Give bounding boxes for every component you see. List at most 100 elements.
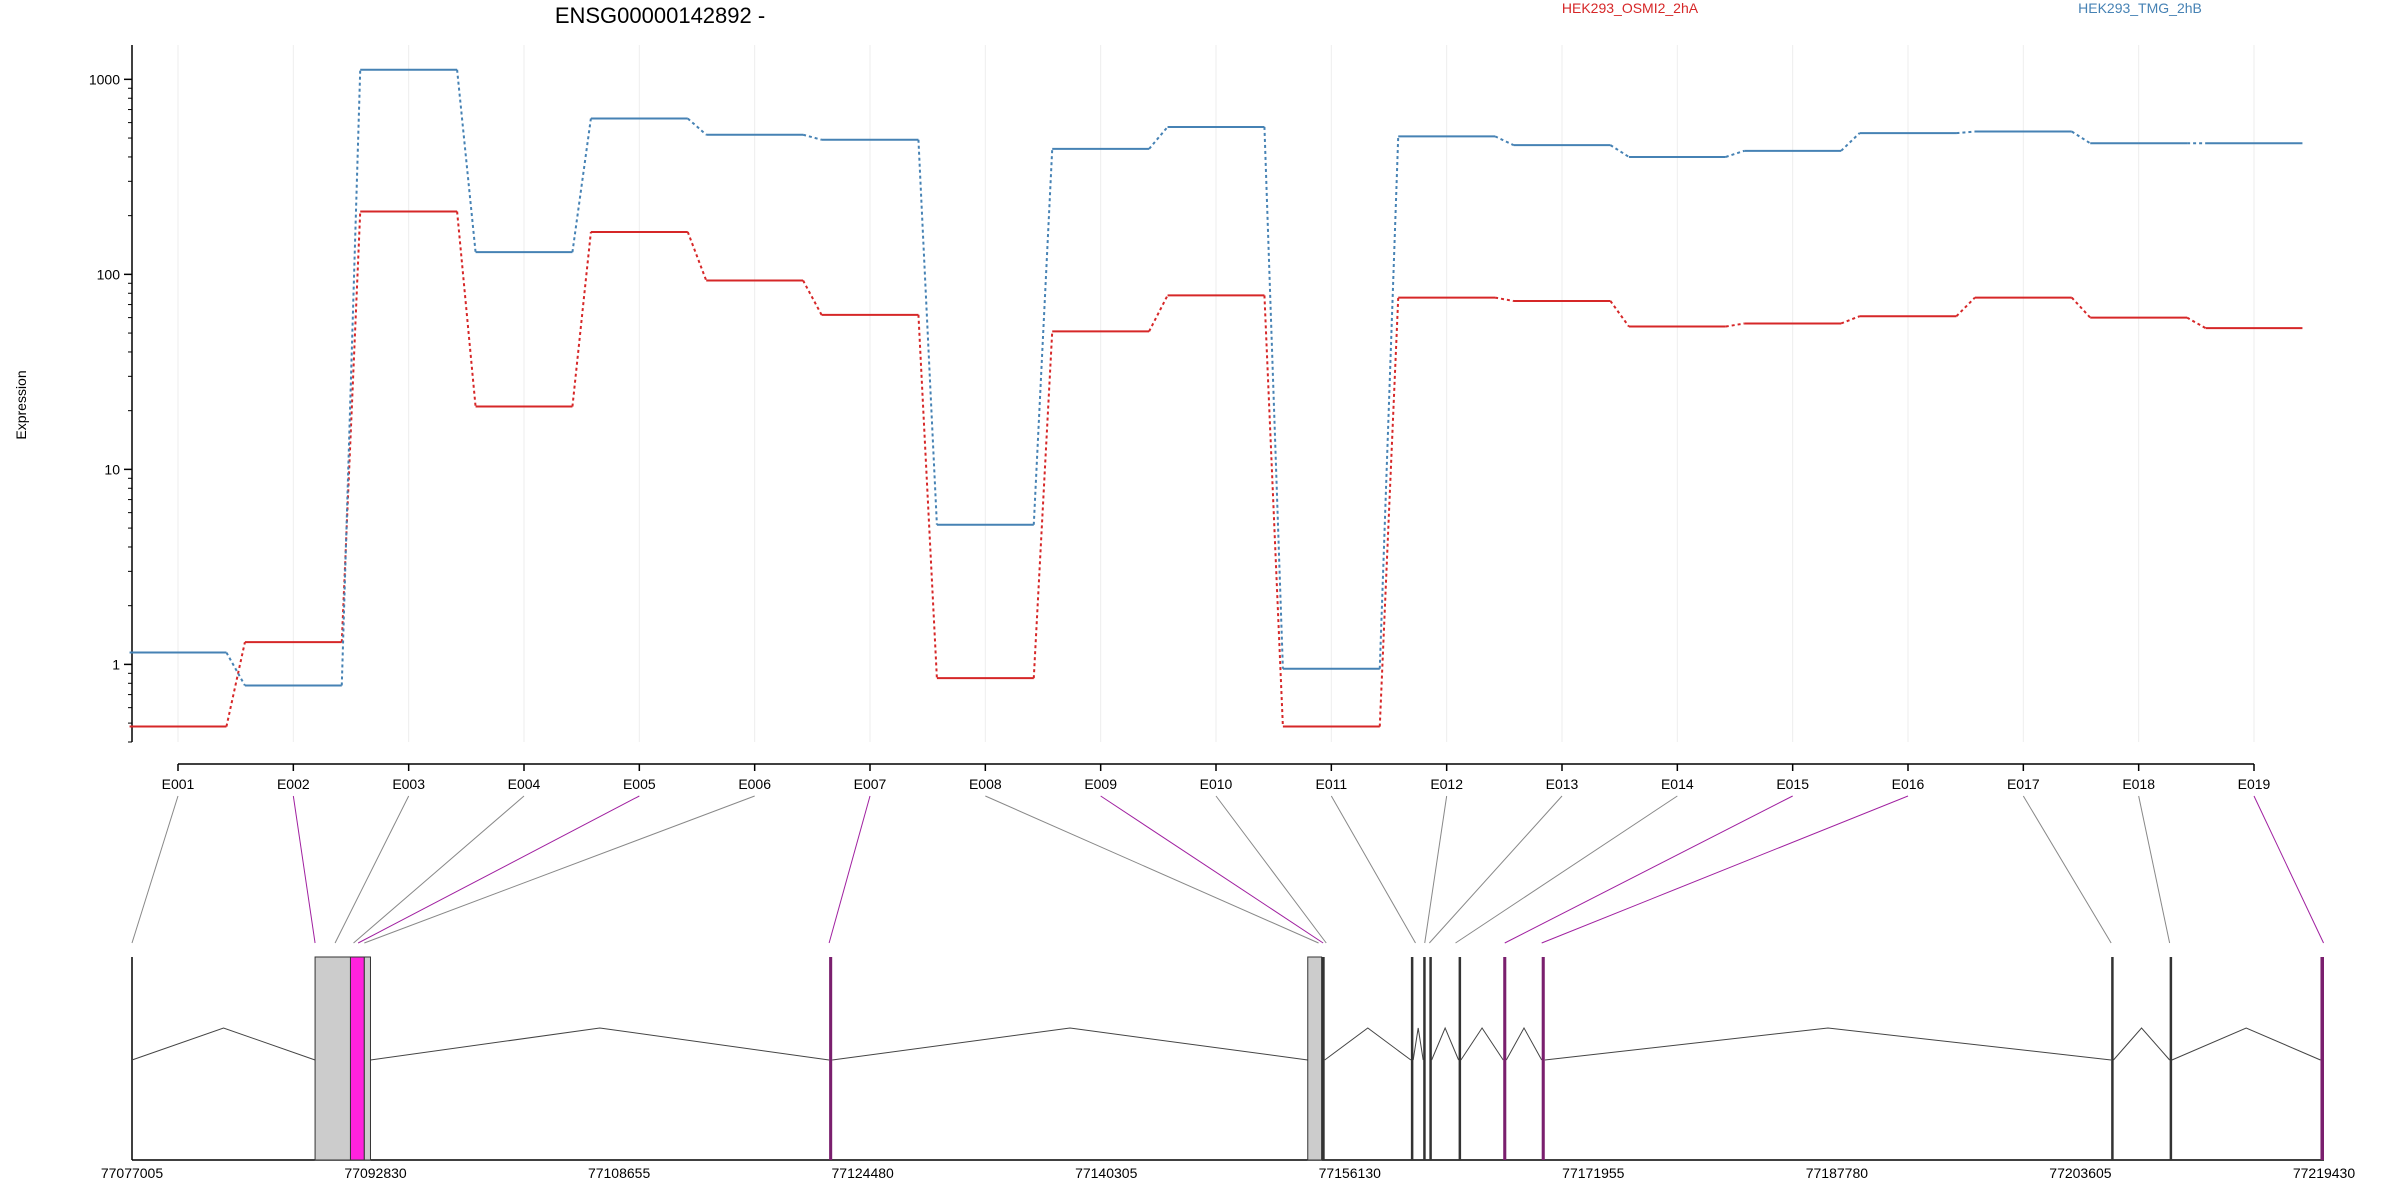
- exon-link-E005: [357, 795, 640, 944]
- data-connector: [1032, 331, 1054, 679]
- exon-block: [1458, 957, 1462, 1160]
- data-connector: [1032, 148, 1054, 525]
- x-tick-label: E015: [1776, 776, 1809, 792]
- chart-title: ENSG00000142892 -: [555, 3, 765, 28]
- data-connector: [917, 314, 938, 679]
- exon-link-E003: [334, 795, 410, 944]
- data-connector: [456, 69, 477, 253]
- x-tick-label: E010: [1200, 776, 1233, 792]
- exon-block: [1423, 957, 1426, 1160]
- exon-block: [363, 956, 371, 1161]
- exon-block: [2320, 957, 2324, 1160]
- exon-link-E010: [1215, 795, 1327, 944]
- data-connector: [1263, 126, 1284, 669]
- legend-label-series-1: HEK293_OSMI2_2hA: [1562, 0, 1699, 16]
- data-connector: [2071, 130, 2091, 145]
- exon-link-E017: [2022, 795, 2112, 944]
- x-tick-label: E007: [854, 776, 887, 792]
- exon-link-layer: [131, 795, 2324, 944]
- exon-link-E007: [828, 795, 871, 944]
- x-tick-label: E017: [2007, 776, 2040, 792]
- x-tick-label: E004: [508, 776, 541, 792]
- exon-link-E019: [2253, 795, 2324, 944]
- y-tick-label: 1: [112, 656, 120, 672]
- data-connector: [802, 133, 822, 141]
- exon-link-E006: [364, 795, 755, 944]
- intron: [1505, 1026, 1543, 1061]
- grid-layer: [177, 45, 2255, 742]
- intron: [1324, 1027, 1412, 1061]
- x-tick-label: E019: [2238, 776, 2271, 792]
- data-connector: [571, 231, 592, 407]
- legend-label-series-2: HEK293_TMG_2hB: [2078, 0, 2202, 16]
- data-connector: [1955, 296, 1976, 317]
- exon-block: [314, 956, 351, 1161]
- exon-link-E016: [1541, 795, 1909, 944]
- series-2: [129, 68, 2303, 687]
- exon-block: [2111, 957, 2114, 1160]
- y-tick-label: 1000: [89, 71, 120, 87]
- exon-link-E001: [131, 795, 179, 944]
- data-connector: [1725, 149, 1745, 158]
- exon-link-E011: [1330, 795, 1416, 944]
- x-tick-label: E014: [1661, 776, 1694, 792]
- exon-block: [1429, 957, 1432, 1160]
- data-connector: [1148, 294, 1169, 332]
- y-axis-label: Expression: [13, 370, 29, 439]
- exon-link-E015: [1504, 795, 1793, 944]
- data-connector: [340, 69, 362, 686]
- genome-tick-label: 77219430: [2293, 1165, 2356, 1181]
- exon-link-E004: [353, 795, 525, 944]
- data-connector: [1840, 132, 1861, 152]
- intron: [1431, 1026, 1460, 1061]
- series-layer: [129, 68, 2303, 728]
- data-connector: [802, 280, 823, 316]
- exon-link-E014: [1455, 795, 1678, 944]
- exon-link-E012: [1424, 795, 1448, 944]
- data-connector: [456, 211, 477, 407]
- data-connector: [225, 641, 246, 727]
- intron: [2113, 1027, 2171, 1061]
- x-tick-label: E002: [277, 776, 310, 792]
- y-tick-label: 100: [97, 266, 121, 282]
- x-tick-label: E008: [969, 776, 1002, 792]
- gene-model-layer: 77077005 77092830 77108655 77124480 77140305…: [101, 956, 2356, 1181]
- data-connector: [1263, 295, 1284, 727]
- text-layer: ENSG00000142892 - HEK293_OSMI2_2hA HEK29…: [13, 0, 2202, 440]
- genome-tick-label: 77203605: [2049, 1165, 2112, 1181]
- x-tick-label: E005: [623, 776, 656, 792]
- genome-tick-label: 77108655: [588, 1165, 651, 1181]
- genome-tick-label: 77140305: [1075, 1165, 1138, 1181]
- x-tick-label: E009: [1084, 776, 1117, 792]
- genome-tick-label: 77156130: [1319, 1165, 1382, 1181]
- exon-link-E002: [292, 795, 316, 944]
- exon-block: [829, 957, 833, 1160]
- data-connector: [1609, 144, 1630, 158]
- intron: [2171, 1027, 2321, 1061]
- y-tick-label: 10: [104, 461, 120, 477]
- exon-block: [1321, 957, 1325, 1160]
- data-connector: [1378, 136, 1400, 669]
- exon-block: [1503, 957, 1507, 1160]
- intron: [1412, 1027, 1424, 1061]
- data-connector: [1494, 296, 1514, 302]
- data-connector: [1609, 300, 1630, 328]
- data-connector: [225, 652, 246, 686]
- exon-block: [1410, 957, 1414, 1160]
- data-connector: [687, 117, 707, 136]
- data-connector: [2071, 296, 2091, 319]
- x-tick-label: E018: [2122, 776, 2155, 792]
- genome-tick-label: 77092830: [344, 1165, 407, 1181]
- data-connector: [1148, 126, 1169, 150]
- data-connector: [1840, 315, 1860, 325]
- x-tick-label: E003: [392, 776, 425, 792]
- exon-block: [349, 956, 365, 1161]
- genome-tick-label: 77124480: [832, 1165, 895, 1181]
- data-connector: [917, 139, 938, 525]
- exon-link-E008: [985, 795, 1319, 944]
- data-connector: [1725, 322, 1745, 328]
- genome-tick-label: 77171955: [1562, 1165, 1625, 1181]
- intron: [832, 1027, 1308, 1061]
- data-connector: [686, 231, 708, 281]
- intron: [370, 1027, 830, 1061]
